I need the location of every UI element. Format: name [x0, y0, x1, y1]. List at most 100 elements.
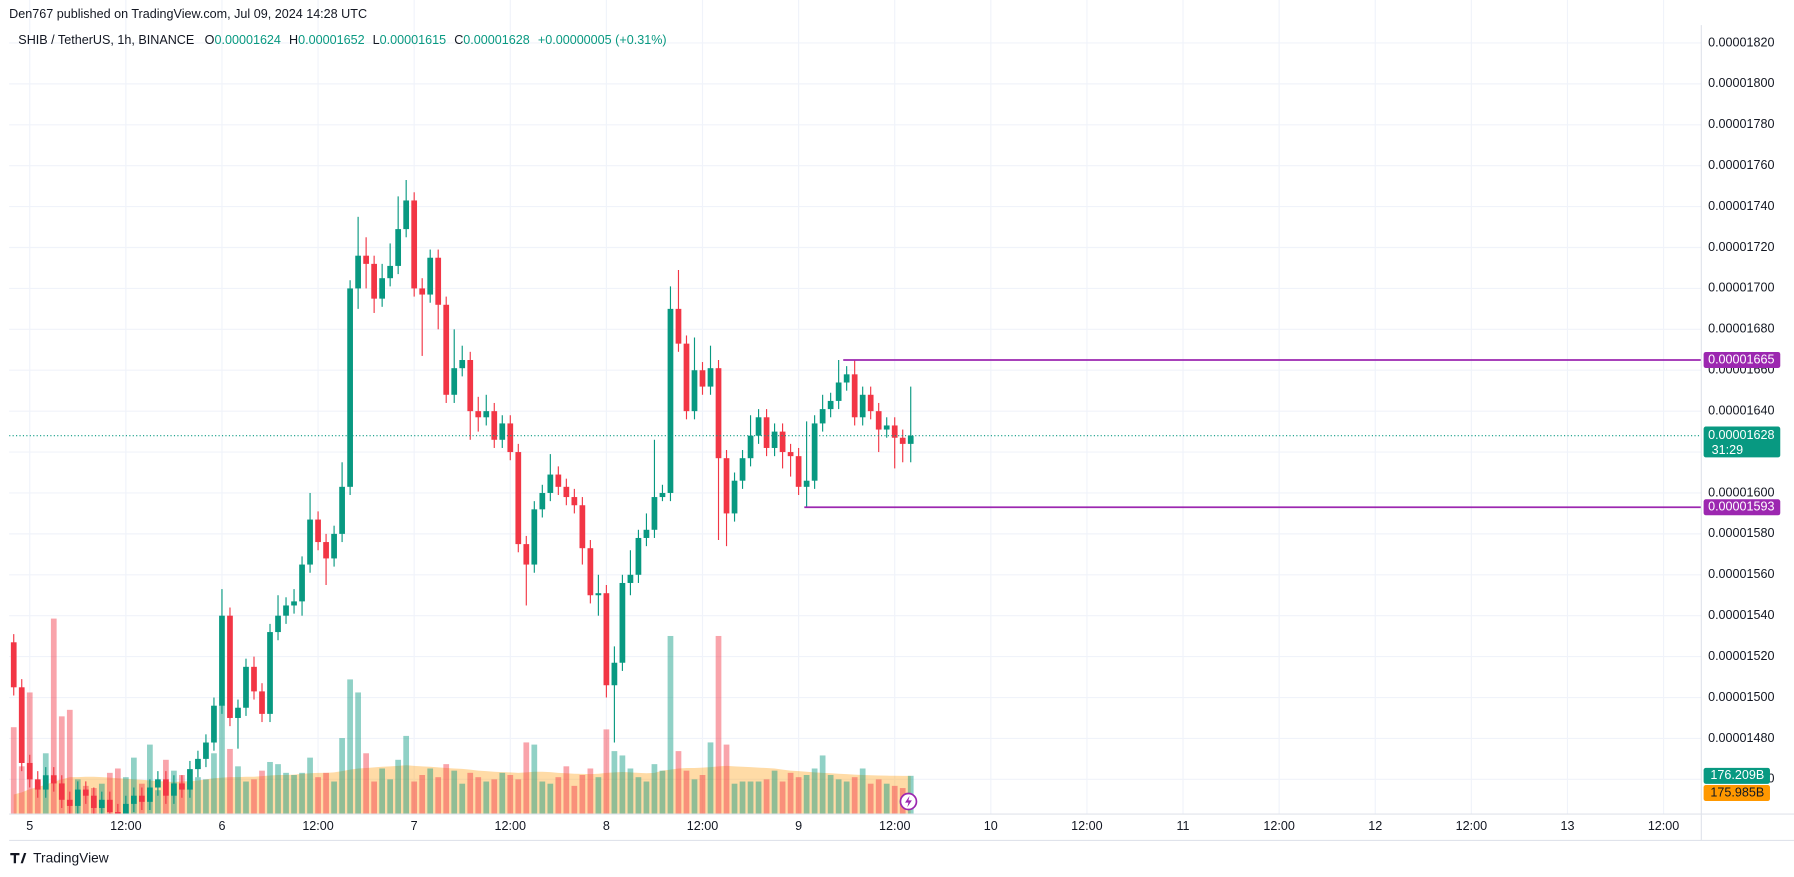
volume-bar [515, 779, 522, 815]
volume-bar [275, 764, 281, 815]
candle-body [243, 666, 249, 708]
y-tick-label: 0.00001800 [1708, 76, 1774, 90]
volume-bar [307, 757, 313, 815]
volume-bar [411, 781, 418, 815]
candle-body [659, 492, 666, 498]
candle-body [539, 492, 546, 510]
candle-body [315, 519, 321, 543]
volume-bar [811, 768, 818, 815]
x-tick-label: 12:00 [302, 819, 333, 833]
volume-bar [779, 781, 786, 815]
volume-bar [891, 785, 898, 815]
volume-bar [195, 777, 201, 815]
x-tick-label: 12:00 [687, 819, 718, 833]
candle-body [667, 308, 674, 493]
volume-bar [659, 770, 666, 815]
alert-bolt[interactable] [905, 795, 912, 808]
o-value: 0.00001624 [214, 33, 280, 47]
candle-body [459, 360, 466, 369]
candle-body [331, 533, 337, 559]
volume-bar [227, 748, 233, 815]
candle-body [163, 779, 169, 796]
candle-body [355, 255, 361, 289]
candle-body [34, 779, 41, 790]
candle-body [771, 431, 778, 448]
volume-bar [699, 775, 706, 815]
volume-bar [579, 775, 586, 815]
footer-logo: TradingView [10, 850, 109, 865]
volume-bar [563, 766, 570, 815]
candle-body [819, 409, 826, 424]
candle-body [363, 255, 369, 264]
volume-bar [211, 753, 217, 815]
volume-bar [731, 783, 738, 815]
volume-bar [643, 781, 650, 815]
c-label: C [454, 33, 463, 47]
volume-bar [675, 751, 682, 815]
volume-bar [587, 768, 594, 815]
volume-bar [835, 779, 842, 815]
logo-icon [10, 852, 27, 864]
volume-bar [235, 766, 241, 815]
price-label: 0.00001628 [1708, 428, 1774, 442]
candle-body [723, 458, 730, 514]
candle-body [835, 382, 842, 401]
x-tick-label: 7 [411, 819, 418, 833]
x-tick-label: 9 [795, 819, 802, 833]
candle-body [787, 452, 794, 457]
candle-body [547, 474, 554, 493]
volume-bar [291, 775, 297, 815]
y-tick-label: 0.00001520 [1708, 649, 1774, 663]
volume-bar [427, 768, 434, 815]
candle-body [827, 400, 834, 410]
candle-body [90, 795, 97, 808]
volume-bar [707, 742, 714, 815]
y-tick-label: 0.00001680 [1708, 322, 1774, 336]
candle-body [795, 456, 802, 487]
candle-body [683, 343, 690, 412]
candle-body [603, 593, 610, 686]
y-tick-label: 0.00001820 [1708, 35, 1774, 49]
y-tick-label: 0.00001640 [1708, 403, 1774, 417]
volume-bar [651, 764, 658, 815]
volume-bar [331, 781, 337, 815]
volume-bar [395, 759, 402, 815]
volume-bar [131, 757, 137, 815]
candle-body [803, 480, 810, 487]
candle-body [219, 615, 225, 706]
volume-bar [475, 777, 482, 815]
volume-bar [122, 777, 129, 815]
candle-body [58, 783, 65, 800]
candle-body [531, 509, 538, 565]
h-label: H [289, 33, 298, 47]
volume-bar [114, 768, 121, 815]
x-tick-label: 8 [603, 819, 610, 833]
volume-bar [851, 777, 858, 815]
volume-bar [635, 777, 642, 815]
candle-body [595, 593, 602, 596]
volume-bar [507, 775, 514, 815]
volume-bar [619, 755, 626, 815]
candle-body [179, 783, 185, 790]
plot [9, 180, 1702, 815]
volume-bar [66, 709, 73, 815]
candle-body [98, 799, 105, 808]
alert-icon[interactable] [899, 792, 918, 811]
volume-bar [611, 751, 618, 815]
volume-bar [459, 783, 466, 815]
candle-body [779, 431, 786, 453]
candle-body [619, 582, 626, 663]
volume-bar [26, 692, 33, 815]
candle-body [467, 360, 474, 412]
x-tick-label: 11 [1176, 819, 1189, 833]
candle-body [227, 615, 233, 718]
candle-body [275, 615, 281, 633]
volume-bar [667, 635, 674, 815]
volume-bar [187, 781, 193, 815]
candle-body [82, 789, 89, 796]
x-tick-label: 12:00 [1456, 819, 1487, 833]
volume-bar [219, 705, 225, 815]
candle-body [195, 758, 201, 770]
